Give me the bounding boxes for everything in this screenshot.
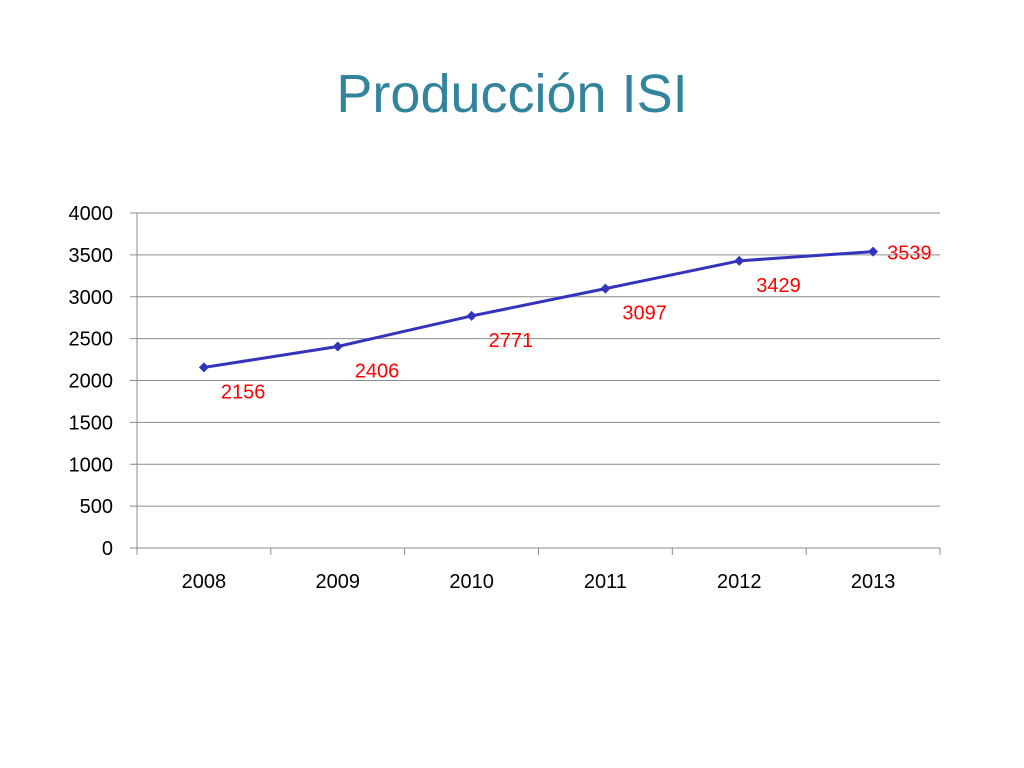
- x-tick-label: 2012: [717, 571, 762, 593]
- data-label: 2771: [489, 330, 534, 352]
- y-tick-label: 2000: [69, 371, 114, 393]
- data-labels: 2156 2406 2771 3097 3429 3539: [221, 243, 932, 404]
- data-point-marker: [332, 341, 343, 352]
- x-tick-label: 2013: [851, 571, 896, 593]
- y-tick-label: 4000: [69, 203, 114, 225]
- y-tick-label: 0: [102, 538, 113, 560]
- data-label: 3429: [756, 275, 801, 297]
- slide-title: Producción ISI: [336, 64, 688, 124]
- data-label: 2156: [221, 381, 266, 403]
- data-point-marker: [600, 283, 611, 294]
- y-tick-label: 3500: [69, 245, 114, 267]
- y-tick-label: 1500: [69, 412, 114, 434]
- data-point-marker: [734, 255, 745, 266]
- x-tick-label: 2011: [584, 571, 627, 593]
- y-tick-label: 1000: [69, 454, 114, 476]
- y-tick-label: 3000: [69, 287, 114, 309]
- x-tick-label: 2010: [449, 571, 494, 593]
- series: [198, 246, 879, 373]
- data-label: 2406: [355, 360, 400, 382]
- data-label: 3097: [622, 303, 667, 325]
- data-point-marker: [868, 246, 879, 257]
- y-tick-labels: 0 500 1000 1500 2000 2500 3000 3500 4000: [69, 203, 114, 560]
- y-tick-label: 500: [80, 496, 113, 518]
- y-tick-label: 2500: [69, 329, 114, 351]
- data-point-marker: [466, 310, 477, 321]
- data-label: 3539: [887, 243, 932, 265]
- x-tick-label: 2008: [182, 571, 227, 593]
- data-point-marker: [198, 362, 209, 373]
- series-line: [203, 250, 874, 369]
- x-tick-label: 2009: [316, 571, 361, 593]
- axes: [130, 212, 941, 555]
- x-tick-labels: 2008 2009 2010 2011 2012 2013: [182, 571, 896, 593]
